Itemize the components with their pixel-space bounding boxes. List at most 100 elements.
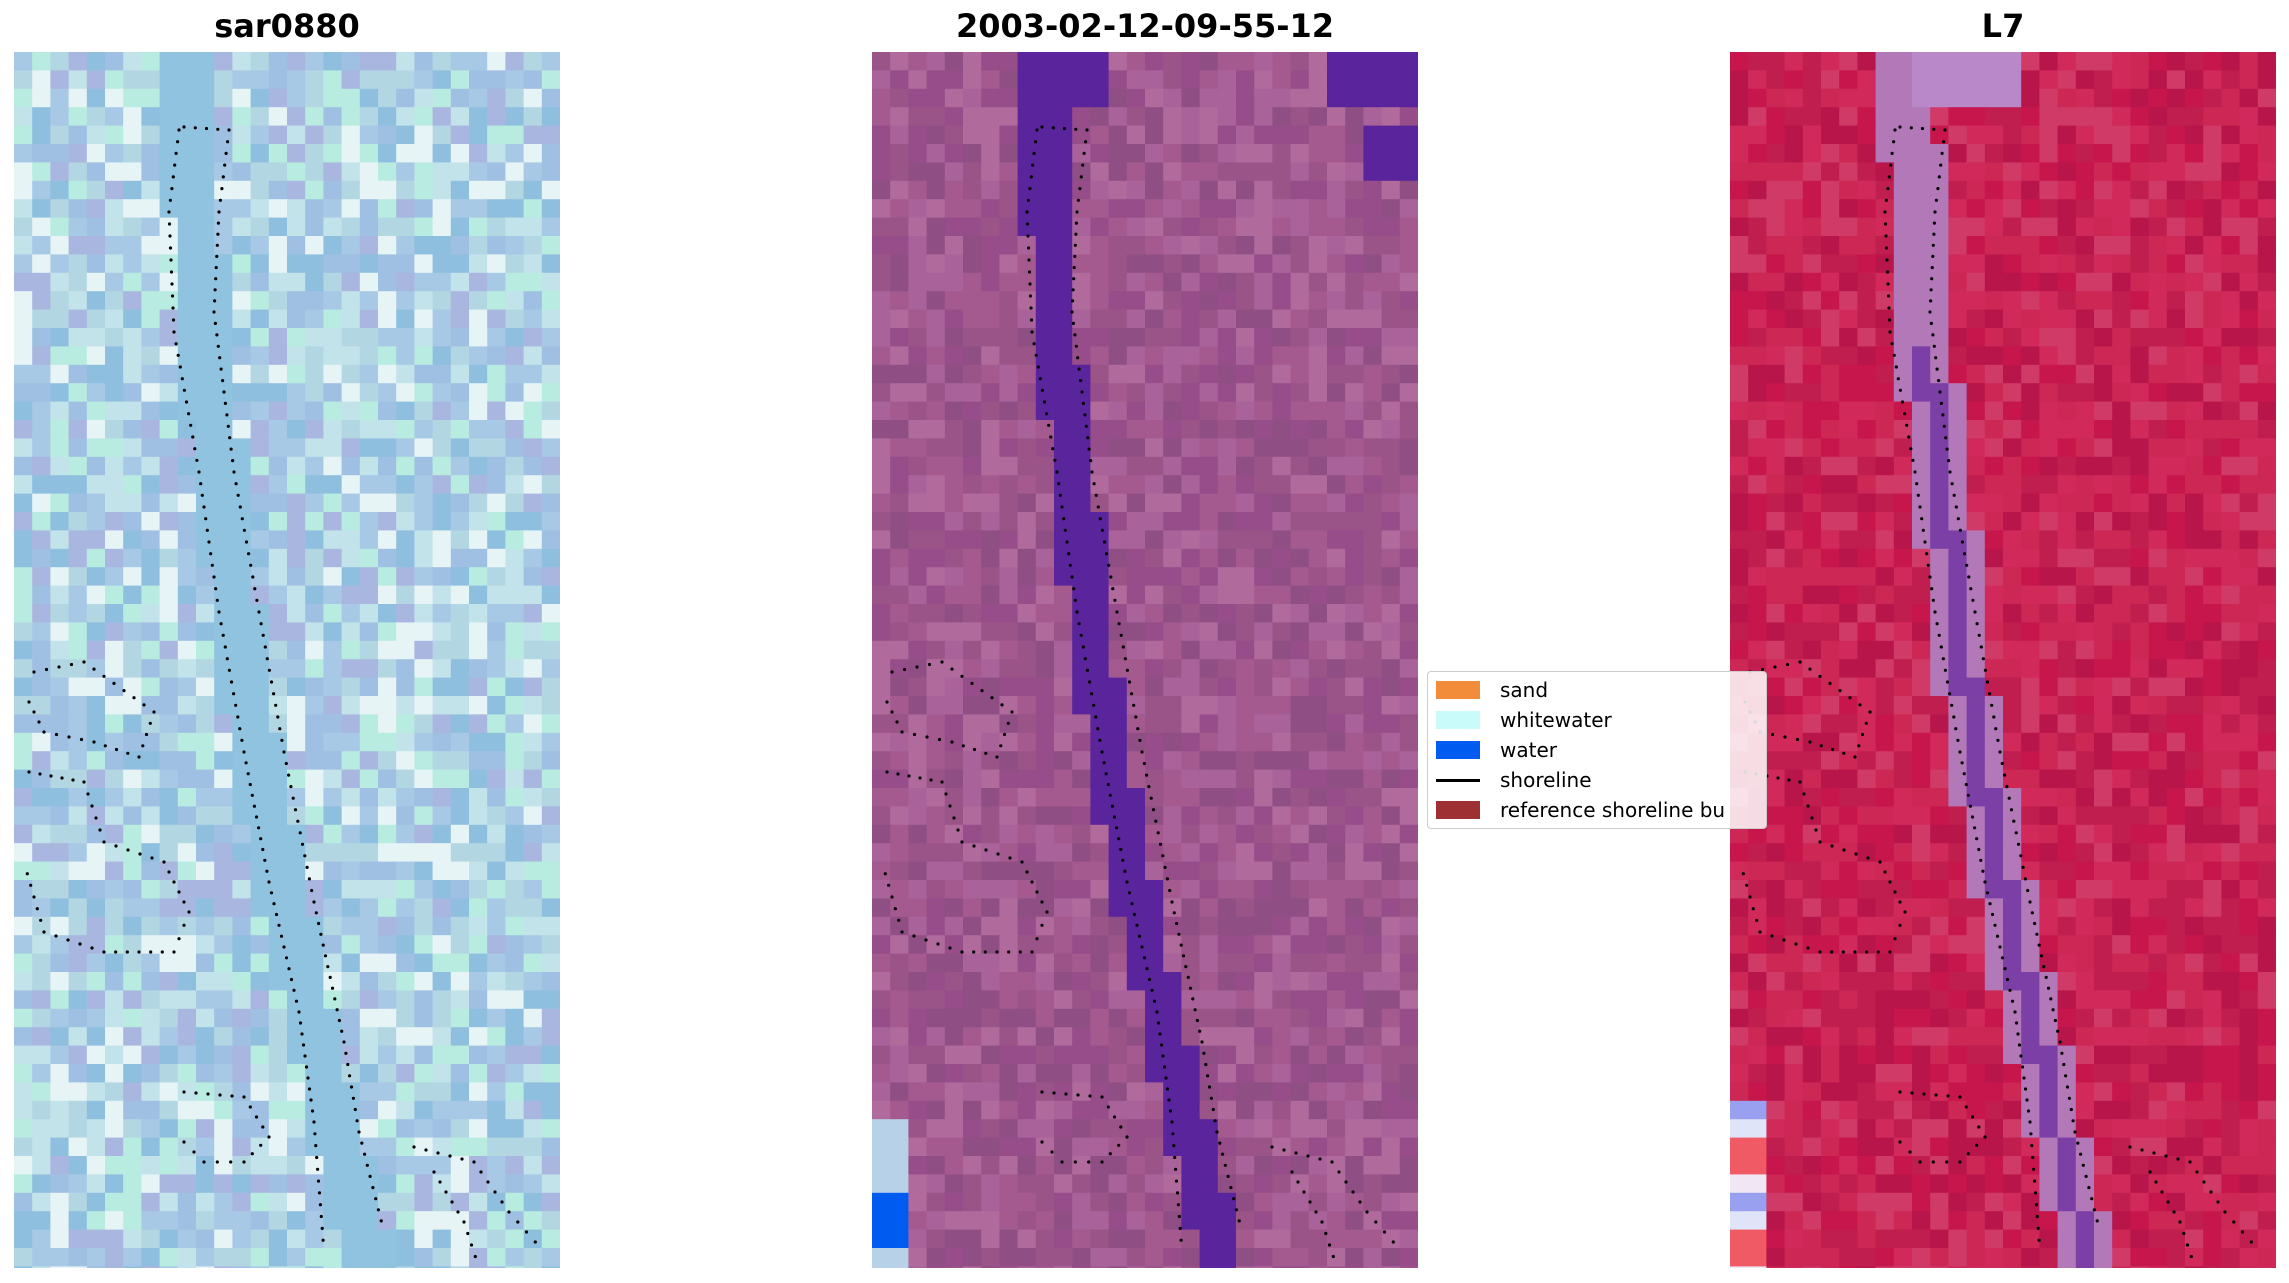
pixel-1280: [1236, 824, 1255, 844]
pixel-306: [1839, 236, 1858, 255]
pixel-569: [541, 383, 560, 403]
shoreline-dot-16: [1072, 266, 1076, 270]
shoreline-dot-297: [533, 1240, 537, 1244]
pixel-1649: [1399, 1045, 1418, 1065]
pixel-851: [1072, 567, 1091, 587]
pixel-1901: [1072, 1211, 1091, 1231]
pixel-373: [1108, 272, 1128, 292]
pixel-791: [214, 530, 233, 550]
shoreline-dot-54: [1132, 703, 1136, 707]
pixel-174: [2166, 144, 2186, 163]
pixel-550: [1054, 383, 1073, 403]
pixel-1130: [1236, 732, 1255, 752]
pixel-1276: [305, 824, 324, 844]
pixel-208: [2239, 162, 2259, 182]
pixel-1819: [1217, 1156, 1237, 1175]
pixel-47: [2039, 70, 2059, 90]
shoreline-dot-284: [1270, 1145, 1274, 1149]
pixel-1494: [1308, 953, 1328, 973]
pixel-738: [341, 493, 361, 513]
pixel-1349: [541, 861, 560, 881]
pixel-495: [287, 346, 306, 366]
pixel-1655: [963, 1064, 982, 1083]
pixel-1558: [1381, 990, 1401, 1010]
pixel-1459: [1217, 935, 1237, 955]
pixel-1110: [14, 732, 33, 752]
pixel-597: [505, 401, 525, 421]
pixel-1597: [141, 1027, 161, 1047]
pixel-1241: [1072, 806, 1091, 826]
pixel-794: [1126, 530, 1146, 550]
pixel-615: [1145, 420, 1164, 439]
pixel-22: [414, 52, 434, 71]
pixel-679: [1217, 456, 1237, 476]
pixel-1220: [378, 788, 397, 807]
pixel-1440: [872, 935, 891, 955]
pixel-324: [1308, 236, 1328, 255]
pixel-732: [232, 493, 252, 513]
pixel-1183: [1108, 769, 1128, 789]
pixel-1257: [505, 806, 525, 826]
pixel-1687: [999, 1082, 1019, 1102]
pixel-336: [1839, 254, 1858, 274]
pixel-927: [1363, 604, 1383, 623]
pixel-1278: [1199, 824, 1219, 844]
pixel-171: [2112, 144, 2131, 163]
pixel-148: [2239, 125, 2259, 145]
pixel-720: [14, 493, 33, 513]
pixel-1988: [159, 1266, 179, 1268]
shoreline-dot-178: [297, 1010, 301, 1014]
pixel-590: [378, 401, 397, 421]
pixel-186: [123, 162, 142, 182]
shoreline-dot-263: [890, 895, 894, 899]
pixel-610: [1054, 420, 1073, 439]
pixel-1434: [1308, 916, 1328, 936]
pixel-258: [2057, 199, 2077, 219]
pixel-647: [323, 438, 343, 458]
pixel-466: [1163, 328, 1182, 347]
pixel-864: [1308, 567, 1328, 587]
pixel-115: [1327, 107, 1346, 127]
pixel-1100: [378, 714, 397, 734]
pixel-538: [1381, 364, 1401, 384]
pixel-427: [141, 309, 161, 329]
pixel-481: [32, 346, 51, 366]
pixel-1691: [1072, 1082, 1091, 1102]
pixel-1092: [1090, 714, 1110, 734]
pixel-166: [2021, 144, 2040, 163]
pixel-416: [487, 291, 506, 311]
pixel-1788: [1199, 1137, 1219, 1157]
pixel-74: [1126, 88, 1146, 108]
pixel-1237: [999, 806, 1019, 826]
pixel-962: [50, 640, 70, 660]
pixel-211: [1748, 180, 1767, 200]
pixel-1581: [396, 1008, 415, 1028]
pixel-1863: [68, 1192, 88, 1212]
pixel-126: [1839, 125, 1858, 145]
shoreline-dot-243: [1030, 880, 1034, 884]
pixel-1343: [1290, 861, 1310, 881]
pixel-120: [14, 125, 33, 145]
pixel-1356: [981, 880, 1000, 899]
pixel-978: [1199, 640, 1219, 660]
pixel-1366: [1163, 880, 1182, 899]
pixel-353: [2148, 254, 2168, 274]
pixel-100: [1912, 107, 1931, 127]
pixel-1023: [926, 677, 946, 697]
pixel-559: [1217, 383, 1237, 403]
pixel-229: [1217, 180, 1237, 200]
pixel-377: [1181, 272, 1201, 292]
shoreline-dot-306: [473, 1254, 477, 1259]
pixel-114: [2166, 107, 2186, 127]
shoreline-dot-214: [995, 755, 999, 759]
pixel-479: [1399, 328, 1418, 347]
pixel-1505: [963, 972, 982, 991]
pixel-1269: [1035, 824, 1055, 844]
shoreline-dot-93: [360, 1141, 364, 1145]
pixel-231: [396, 180, 415, 200]
pixel-1279: [359, 824, 379, 844]
pixel-65: [963, 88, 982, 108]
pixel-926: [487, 604, 506, 623]
pixel-764: [1126, 512, 1146, 531]
pixel-1346: [487, 861, 506, 881]
